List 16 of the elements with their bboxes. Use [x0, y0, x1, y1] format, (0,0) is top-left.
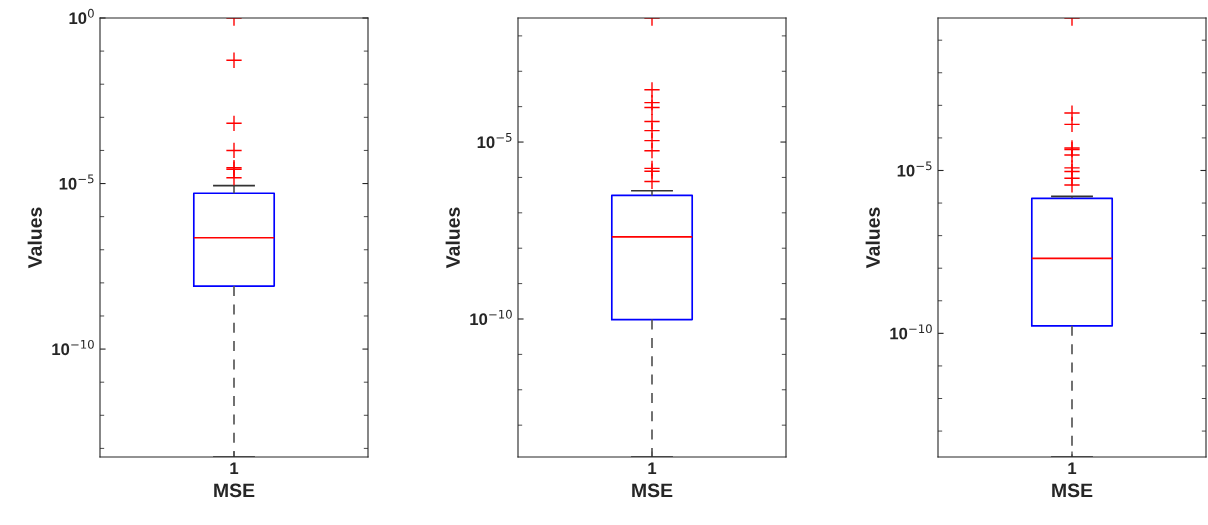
y-tick-label: 10$^{−5}$ [477, 133, 512, 149]
y-tick-label: 10$^{−5}$ [59, 174, 94, 190]
x-axis-title: MSE [1052, 483, 1093, 498]
y-axis-title: Values [27, 207, 42, 269]
y-axis-title: Values [445, 207, 460, 269]
y-tick-label: 10$^{−10}$ [52, 339, 94, 356]
y-tick-label: 10$^{−10}$ [470, 309, 512, 326]
x-tick-label: 1 [648, 462, 657, 474]
x-tick-label: 1 [230, 462, 239, 474]
x-tick-label: 1 [1068, 462, 1077, 474]
y-tick-label: 10$^{−5}$ [897, 161, 932, 177]
x-axis-title: MSE [214, 483, 255, 498]
y-axis-title: Values [865, 207, 880, 269]
x-axis-title: MSE [632, 483, 673, 498]
y-tick-label: 10$^{0}$ [69, 8, 94, 25]
y-tick-label: 10$^{−10}$ [890, 324, 932, 340]
